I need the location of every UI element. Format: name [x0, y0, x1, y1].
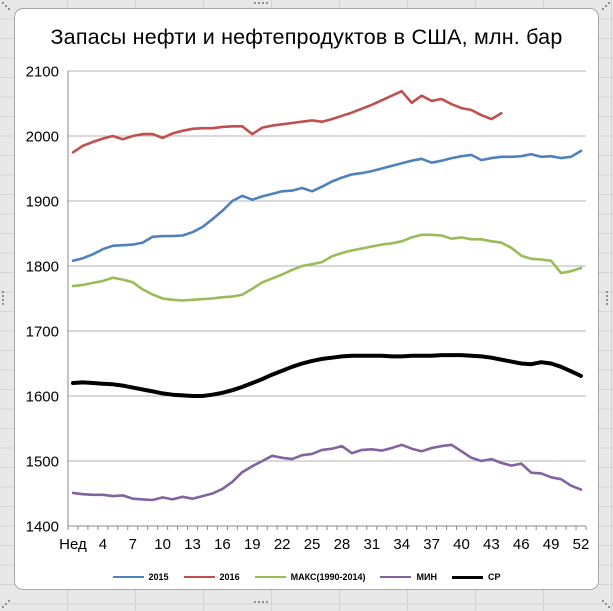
legend-line-swatch: [451, 575, 483, 579]
x-axis-label: 19: [244, 536, 261, 553]
x-axis-label: 7: [129, 536, 137, 553]
resize-handle-dot[interactable]: [266, 2, 268, 4]
chart-object[interactable]: Запасы нефти и нефтепродуктов в США, млн…: [14, 8, 599, 590]
legend-label: 2016: [219, 572, 240, 582]
legend-item-2015[interactable]: 2015: [112, 572, 169, 582]
series-line-2016[interactable]: [71, 89, 503, 154]
x-axis-label: Нед: [59, 536, 87, 553]
resize-handle-dot[interactable]: [262, 2, 264, 4]
resize-handle-dot[interactable]: [606, 303, 608, 305]
resize-handle-dot[interactable]: [602, 600, 604, 602]
resize-handle-dot[interactable]: [2, 606, 4, 608]
x-axis-label: 31: [363, 536, 380, 553]
resize-handle-dot[interactable]: [2, 299, 4, 301]
y-axis-label: 1600: [26, 389, 59, 406]
legend-label: 2015: [148, 572, 169, 582]
legend-label: СР: [487, 572, 501, 582]
resize-handle-dot[interactable]: [606, 299, 608, 301]
resize-handle-dot[interactable]: [258, 2, 260, 4]
legend-label: МИН: [416, 572, 437, 582]
legend-line-swatch: [380, 576, 412, 578]
resize-handle-dot[interactable]: [258, 601, 260, 603]
legend-line-swatch: [254, 576, 286, 578]
x-axis-label: 4: [99, 536, 107, 553]
resize-handle-dot[interactable]: [605, 5, 607, 7]
y-axis-label: 1500: [26, 454, 59, 471]
legend: 2015 2016 МАКС(1990-2014) МИН СР: [15, 570, 598, 584]
x-axis-label: 34: [393, 536, 410, 553]
resize-handle-dot[interactable]: [262, 601, 264, 603]
x-axis-label: 40: [453, 536, 470, 553]
resize-handle-dot[interactable]: [2, 2, 4, 4]
resize-handle-dot[interactable]: [254, 2, 256, 4]
resize-handle-dot[interactable]: [2, 291, 4, 293]
resize-handle-dot[interactable]: [608, 2, 610, 4]
resize-handle-dot[interactable]: [602, 8, 604, 10]
resize-handle-dot[interactable]: [254, 601, 256, 603]
resize-handle-dot[interactable]: [5, 603, 7, 605]
series-line-МИН[interactable]: [71, 443, 583, 502]
y-axis-label: 1700: [26, 324, 59, 341]
x-axis-label: 52: [573, 536, 590, 553]
series-line-МАКС(1990-2014)[interactable]: [71, 233, 583, 302]
y-axis-label: 1400: [26, 519, 59, 536]
y-axis-label: 2100: [26, 64, 59, 81]
resize-handle-dot[interactable]: [2, 295, 4, 297]
resize-handle-dot[interactable]: [2, 303, 4, 305]
x-axis-label: 10: [154, 536, 171, 553]
x-axis-label: 28: [334, 536, 351, 553]
x-axis-label: 49: [543, 536, 560, 553]
legend-label: МАКС(1990-2014): [290, 572, 366, 582]
resize-handle-dot[interactable]: [605, 603, 607, 605]
legend-line-swatch: [183, 576, 215, 578]
resize-handle-dot[interactable]: [8, 600, 10, 602]
resize-handle-dot[interactable]: [608, 606, 610, 608]
resize-handle-dot[interactable]: [8, 8, 10, 10]
legend-item-МАКС(1990-2014)[interactable]: МАКС(1990-2014): [254, 572, 366, 582]
x-axis-label: 22: [274, 536, 291, 553]
legend-item-СР[interactable]: СР: [451, 572, 501, 582]
x-axis-label: 37: [423, 536, 440, 553]
x-axis-label: 43: [483, 536, 500, 553]
resize-handle-dot[interactable]: [5, 5, 7, 7]
x-axis-label: 25: [304, 536, 321, 553]
y-axis-label: 2000: [26, 129, 59, 146]
resize-handle-dot[interactable]: [606, 291, 608, 293]
legend-line-swatch: [112, 576, 144, 578]
series-line-СР[interactable]: [71, 353, 583, 398]
series-line-2015[interactable]: [71, 149, 583, 263]
chart-title: Запасы нефти и нефтепродуктов в США, млн…: [50, 25, 563, 49]
x-axis-label: 46: [513, 536, 530, 553]
x-axis-label: 16: [214, 536, 231, 553]
legend-item-МИН[interactable]: МИН: [380, 572, 437, 582]
resize-handle-dot[interactable]: [266, 601, 268, 603]
y-axis-label: 1900: [26, 194, 59, 211]
legend-item-2016[interactable]: 2016: [183, 572, 240, 582]
y-axis-label: 1800: [26, 259, 59, 276]
x-axis-label: 13: [184, 536, 201, 553]
resize-handle-dot[interactable]: [606, 295, 608, 297]
